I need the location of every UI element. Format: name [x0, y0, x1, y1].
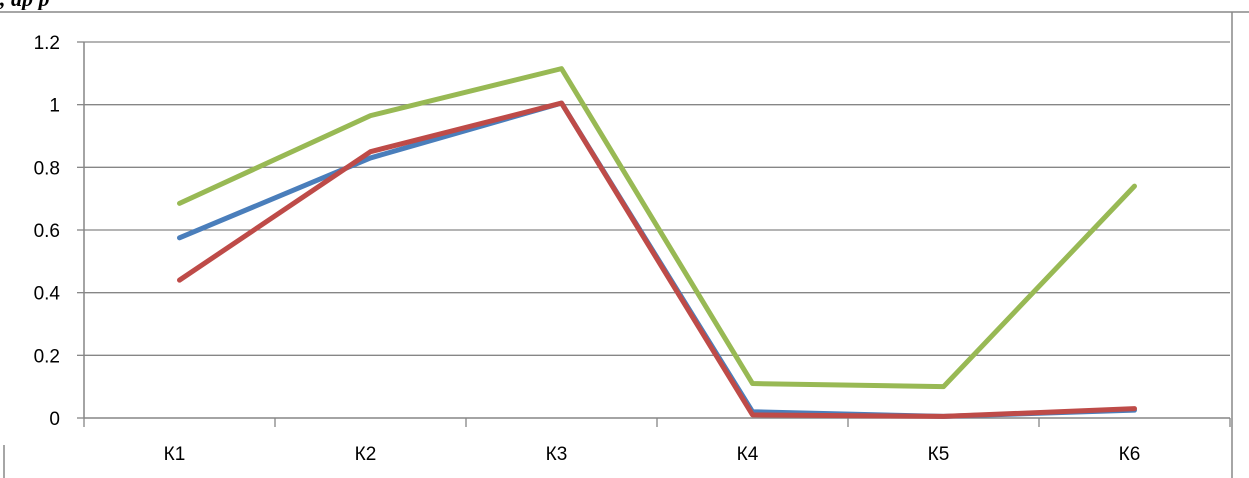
- header-text: , ар р: [0, 0, 700, 10]
- series-line-2: [177, 100, 1137, 419]
- series-line-3: [177, 66, 1137, 390]
- y-tick-label-6: 1.2: [34, 33, 60, 54]
- y-tick-label-3: 0.6: [34, 221, 60, 242]
- x-tick-label-1: К2: [355, 444, 377, 465]
- x-tick-label-2: К3: [546, 444, 568, 465]
- x-tick-label-4: К5: [928, 444, 950, 465]
- chart-frame: [0, 11, 1249, 478]
- gridlines: [84, 41, 1230, 356]
- x-tick-label-3: К4: [737, 444, 759, 465]
- x-tick-label-0: К1: [164, 444, 186, 465]
- y-tick-label-1: 0.2: [34, 346, 60, 367]
- y-tick-label-0: 0: [49, 409, 60, 430]
- axes: [77, 41, 1231, 427]
- y-tick-labels: 0 0.2 0.4 0.6 0.8 1 1.2: [34, 33, 61, 430]
- y-tick-label-2: 0.4: [34, 284, 61, 305]
- y-tick-label-4: 0.8: [34, 158, 60, 179]
- series-lines: [177, 66, 1137, 419]
- y-tick-label-5: 1: [49, 96, 60, 117]
- x-tick-labels: К1 К2 К3 К4 К5 К6: [164, 444, 1141, 465]
- x-tick-label-5: К6: [1119, 444, 1141, 465]
